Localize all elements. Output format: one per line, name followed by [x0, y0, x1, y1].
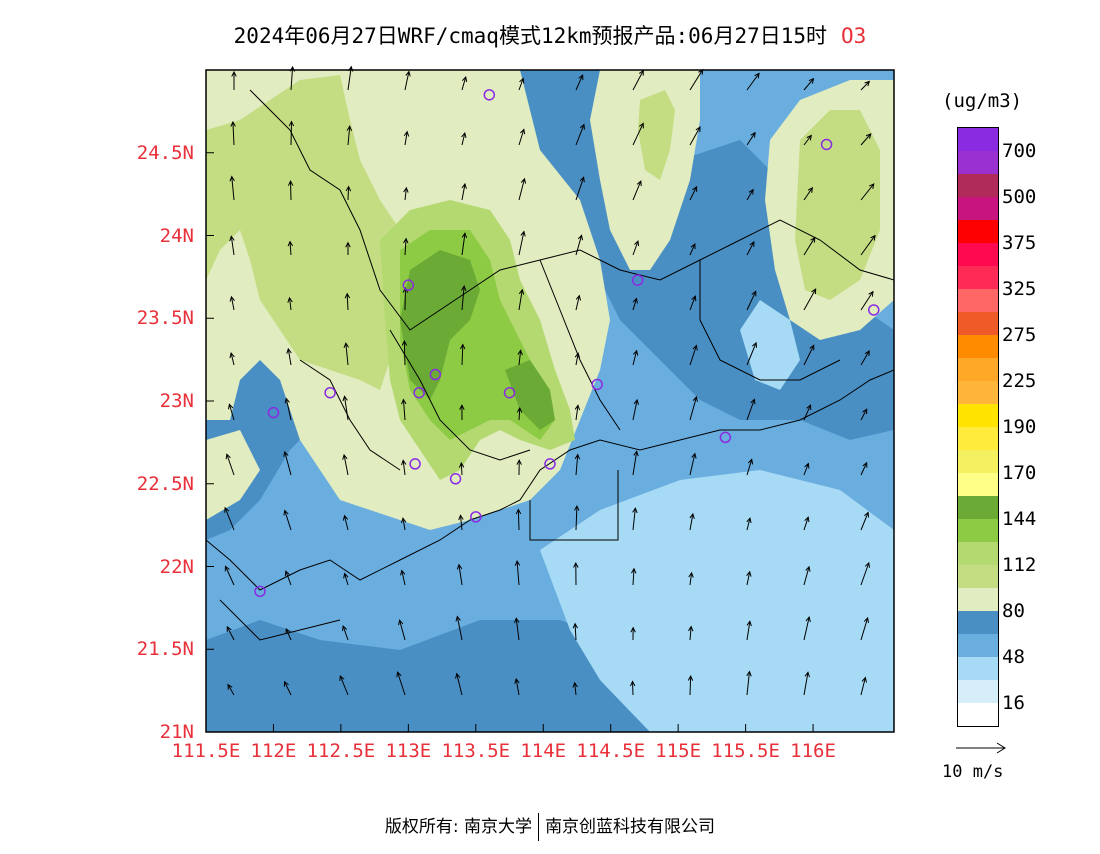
colorbar-label: 375: [1002, 232, 1036, 254]
longitude-label: 115.5E: [711, 740, 781, 762]
colorbar-label: 700: [1002, 140, 1036, 162]
colorbar-swatch: [958, 151, 998, 174]
colorbar-swatch: [958, 358, 998, 381]
wind-reference-arrow: [955, 740, 1015, 756]
colorbar-swatch: [958, 634, 998, 657]
latitude-label: 24.5N: [128, 142, 194, 164]
colorbar-swatch: [958, 404, 998, 427]
longitude-label: 111.5E: [171, 740, 241, 762]
colorbar-label: 80: [1002, 600, 1025, 622]
colorbar-label: 170: [1002, 462, 1036, 484]
colorbar-swatch: [958, 312, 998, 335]
colorbar-label: 144: [1002, 508, 1036, 530]
longitude-label: 113E: [373, 740, 443, 762]
colorbar-swatch: [958, 220, 998, 243]
colorbar-swatch: [958, 496, 998, 519]
copyright-right: 南京创蓝科技有限公司: [545, 817, 715, 837]
longitude-label: 112E: [238, 740, 308, 762]
colorbar-swatch: [958, 289, 998, 312]
colorbar-swatch: [958, 703, 998, 726]
longitude-label: 114E: [508, 740, 578, 762]
colorbar: [957, 127, 999, 727]
colorbar-label: 48: [1002, 646, 1025, 668]
colorbar-swatch: [958, 611, 998, 634]
colorbar-swatch: [958, 565, 998, 588]
wind-reference-label: 10 m/s: [942, 762, 1003, 782]
latitude-label: 21.5N: [128, 638, 194, 660]
colorbar-swatch: [958, 473, 998, 496]
colorbar-swatch: [958, 381, 998, 404]
longitude-label: 113.5E: [441, 740, 511, 762]
longitude-label: 114.5E: [576, 740, 646, 762]
colorbar-swatch: [958, 680, 998, 703]
copyright-footer: 版权所有: 南京大学南京创蓝科技有限公司: [0, 812, 1100, 841]
longitude-label: 112.5E: [306, 740, 376, 762]
colorbar-swatch: [958, 657, 998, 680]
colorbar-label: 275: [1002, 324, 1036, 346]
colorbar-swatch: [958, 588, 998, 611]
colorbar-swatch: [958, 197, 998, 220]
latitude-label: 22N: [128, 556, 194, 578]
colorbar-label: 325: [1002, 278, 1036, 300]
latitude-label: 23.5N: [128, 307, 194, 329]
colorbar-swatch: [958, 450, 998, 473]
colorbar-label: 225: [1002, 370, 1036, 392]
latitude-label: 23N: [128, 390, 194, 412]
colorbar-label: 500: [1002, 186, 1036, 208]
footer-divider: [538, 813, 539, 841]
colorbar-swatch: [958, 266, 998, 289]
colorbar-swatch: [958, 519, 998, 542]
colorbar-label: 112: [1002, 554, 1036, 576]
colorbar-swatch: [958, 542, 998, 565]
colorbar-label: 16: [1002, 692, 1025, 714]
longitude-label: 115E: [643, 740, 713, 762]
colorbar-swatch: [958, 243, 998, 266]
colorbar-swatch: [958, 174, 998, 197]
copyright-left: 版权所有: 南京大学: [385, 817, 532, 837]
colorbar-label: 190: [1002, 416, 1036, 438]
colorbar-unit: (ug/m3): [942, 90, 1022, 112]
colorbar-swatch: [958, 335, 998, 358]
colorbar-swatch: [958, 128, 998, 151]
latitude-label: 24N: [128, 225, 194, 247]
colorbar-swatch: [958, 427, 998, 450]
longitude-label: 116E: [778, 740, 848, 762]
latitude-label: 22.5N: [128, 473, 194, 495]
